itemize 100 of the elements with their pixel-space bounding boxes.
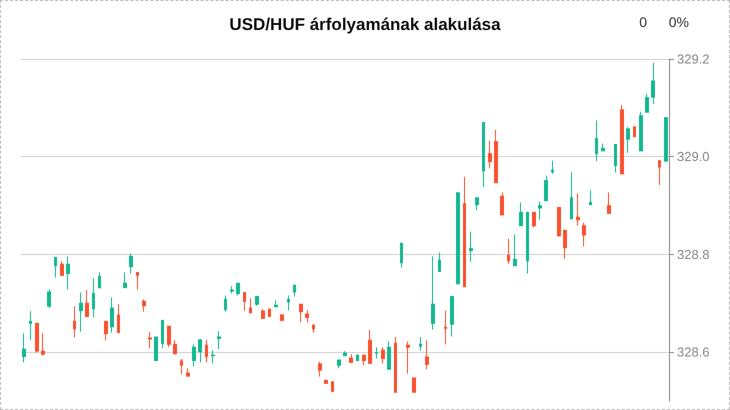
candlestick [211, 350, 215, 364]
candlestick [73, 306, 76, 338]
candlestick [299, 304, 303, 323]
candlestick [626, 126, 630, 154]
candlestick [180, 358, 183, 375]
candlestick [312, 324, 315, 334]
candlestick [22, 332, 26, 363]
candlestick [381, 346, 385, 364]
candlestick [607, 192, 611, 214]
candlestick [394, 336, 397, 393]
candlestick [349, 354, 353, 363]
candlestick [387, 340, 391, 370]
candlestick [142, 298, 146, 312]
candlestick [324, 379, 328, 384]
candlestick [500, 192, 504, 216]
candlestick [243, 292, 246, 312]
candlestick [85, 290, 89, 317]
candlestick [161, 320, 164, 349]
candlestick [29, 310, 32, 340]
candlestick [463, 176, 466, 288]
text: 0 [639, 14, 648, 30]
candlestick [274, 300, 278, 308]
candlestick [614, 144, 617, 173]
candlestick [337, 359, 341, 369]
y-tick-label: 329.0 [677, 149, 710, 164]
candlestick [255, 296, 259, 306]
candlestick [368, 330, 372, 364]
candlestick [601, 143, 605, 152]
candlestick [519, 202, 523, 226]
candlestick [35, 322, 39, 354]
candlestick [438, 252, 441, 272]
candlestick [268, 308, 271, 317]
candlestick [532, 212, 536, 228]
candlestick [589, 190, 592, 206]
candlestick [507, 238, 510, 264]
candlestick [651, 62, 655, 104]
candlestick [280, 314, 284, 322]
candlestick [406, 340, 410, 374]
chart-title: USD/HUF árfolyamának alakulása [229, 15, 502, 34]
candlestick [110, 296, 114, 334]
candlestick [136, 272, 139, 290]
candlestick [154, 336, 158, 361]
candlestick [129, 252, 133, 274]
text: 0% [668, 14, 689, 30]
candlestick [54, 256, 57, 278]
y-tick-label: 328.6 [677, 344, 710, 360]
candlestick [544, 175, 548, 202]
candlestick [123, 272, 127, 288]
candlestick [494, 129, 498, 184]
candlestick [400, 242, 403, 268]
candlestick [47, 288, 51, 309]
candlestick [173, 339, 177, 356]
candlestick [475, 197, 479, 210]
candlestick [469, 230, 473, 262]
candlestick [431, 256, 435, 330]
candlestick [633, 126, 636, 138]
candlestick [104, 320, 108, 341]
candlestick [318, 361, 322, 378]
candlestick [658, 160, 661, 186]
candlestick [60, 260, 64, 276]
candlestick [205, 339, 208, 363]
candlestick [66, 256, 70, 290]
candlestick [375, 346, 378, 359]
candlestick [287, 294, 290, 312]
candlestick [249, 298, 252, 314]
candlestick [148, 332, 152, 349]
candlestick [570, 172, 573, 220]
candlestick [482, 122, 485, 188]
candlestick [551, 160, 554, 174]
y-tick-label: 328.8 [677, 246, 710, 262]
candlestick [192, 344, 196, 367]
candlestick [576, 192, 580, 226]
candlestick [79, 292, 83, 332]
candlestick [230, 286, 234, 294]
candlestick [331, 380, 334, 393]
candlestick [217, 330, 221, 350]
candlestick [664, 117, 668, 162]
candlestick [620, 104, 624, 174]
candlestick [362, 354, 366, 366]
candlestick [236, 282, 240, 296]
candlestick [557, 207, 561, 236]
candlestick [356, 354, 359, 361]
candlestick [98, 272, 101, 290]
candlestick [293, 284, 296, 297]
candlestick [488, 140, 492, 169]
candlestick [198, 338, 202, 363]
candlestick [92, 278, 95, 318]
candlestick [261, 308, 265, 319]
candlestick [419, 336, 422, 352]
candlestick [538, 201, 542, 220]
candlestick [167, 326, 171, 348]
candlestick [117, 304, 120, 334]
candlestick [582, 222, 586, 248]
candlestick [563, 229, 567, 260]
candlestick [526, 212, 529, 274]
candlestick [450, 296, 454, 338]
y-tick-label: 329.2 [677, 52, 710, 66]
candlestick [444, 310, 447, 345]
candlestick [412, 378, 416, 393]
candlestick [595, 120, 598, 162]
